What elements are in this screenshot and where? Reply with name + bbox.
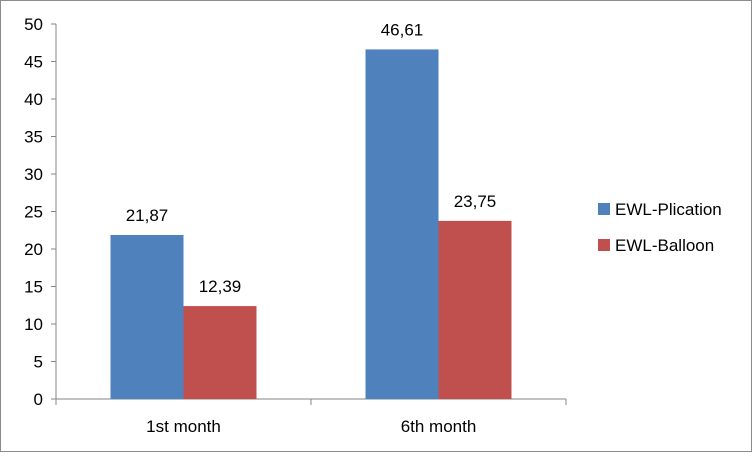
data-label: 21,87 <box>126 206 169 225</box>
legend-label: EWL-Balloon <box>615 236 714 255</box>
data-label: 46,61 <box>381 20 424 39</box>
y-tick-label: 25 <box>24 203 43 222</box>
y-tick-label: 50 <box>24 15 43 34</box>
data-label: 12,39 <box>199 277 242 296</box>
y-tick-label: 0 <box>34 390 43 409</box>
legend-label: EWL-Plication <box>615 200 722 219</box>
y-tick-label: 30 <box>24 165 43 184</box>
x-tick-label: 6th month <box>401 417 477 436</box>
legend-swatch <box>598 203 610 215</box>
y-tick-label: 20 <box>24 240 43 259</box>
x-axis: 1st month 6th month <box>55 398 567 436</box>
y-tick-label: 45 <box>24 53 43 72</box>
y-tick-label: 15 <box>24 278 43 297</box>
bars <box>110 49 512 400</box>
y-tick-label: 35 <box>24 128 43 147</box>
y-axis: 0 5 10 15 20 25 30 35 40 45 50 <box>24 15 57 409</box>
data-labels: 21,87 12,39 46,61 23,75 <box>126 20 497 296</box>
bar-ewl-plication-0 <box>110 234 184 399</box>
bar-ewl-plication-1 <box>365 49 439 400</box>
bar-ewl-balloon-1 <box>438 220 512 399</box>
x-tick-label: 1st month <box>146 417 221 436</box>
y-tick-label: 10 <box>24 315 43 334</box>
y-tick-label: 5 <box>34 353 43 372</box>
y-tick-label: 40 <box>24 90 43 109</box>
legend-swatch <box>598 239 610 251</box>
legend: EWL-Plication EWL-Balloon <box>598 200 722 255</box>
data-label: 23,75 <box>454 192 497 211</box>
bar-ewl-balloon-0 <box>183 306 257 399</box>
